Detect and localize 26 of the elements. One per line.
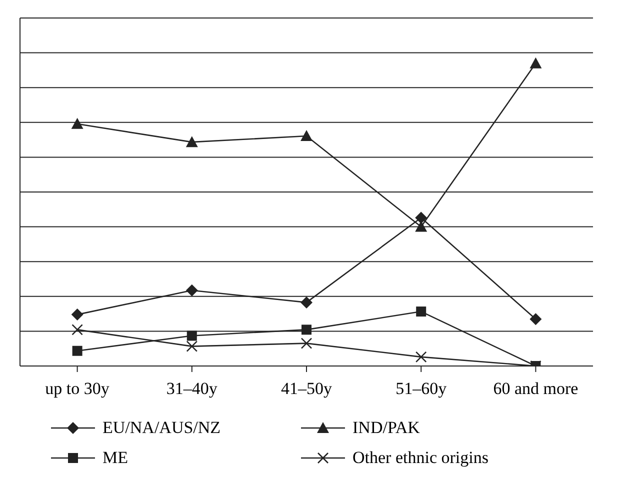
point: [71, 118, 84, 129]
point: [415, 351, 427, 363]
point: [300, 296, 312, 308]
point: [300, 338, 312, 349]
point: [72, 324, 83, 336]
point: [302, 324, 312, 335]
point: [72, 346, 82, 356]
x-tick-label: 41–50y: [281, 379, 332, 398]
legend-label: EU/NA/AUS/NZ: [102, 418, 221, 438]
x-tick-label: up to 30y: [45, 379, 110, 398]
point: [186, 340, 198, 352]
legend-label: ME: [102, 448, 128, 468]
x-tick-label: 60 and more: [493, 379, 578, 398]
legend-label: Other ethnic origins: [352, 448, 488, 468]
point: [71, 308, 84, 321]
point: [415, 212, 428, 224]
point: [186, 136, 198, 148]
point: [530, 57, 542, 68]
point: [300, 130, 312, 142]
point: [186, 284, 198, 296]
point: [530, 313, 542, 326]
x-tick-label: 51–60y: [396, 379, 448, 398]
point: [186, 330, 197, 341]
legend-label: IND/PAK: [352, 418, 420, 438]
x-tick-label: 31–40y: [166, 379, 218, 398]
point: [416, 306, 426, 317]
